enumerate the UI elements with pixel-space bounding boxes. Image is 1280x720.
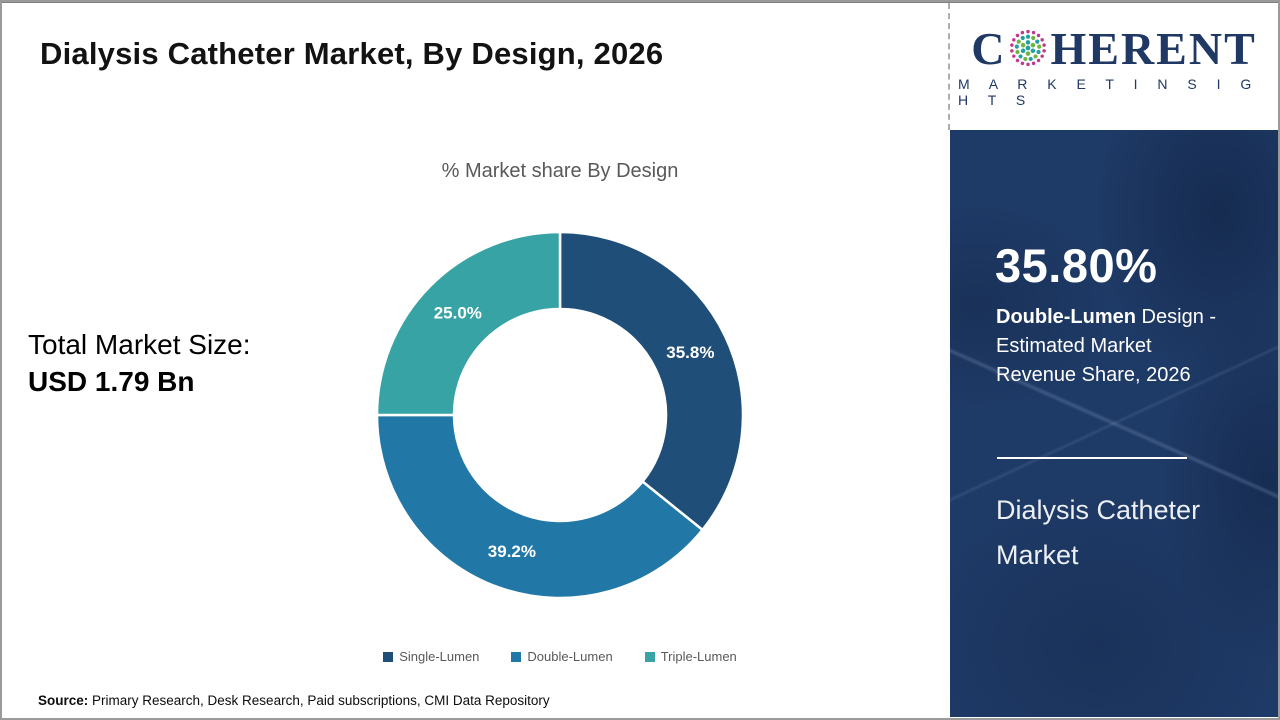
- source-text: Primary Research, Desk Research, Paid su…: [88, 693, 550, 708]
- coherent-logo-wordmark: C HERENT: [971, 22, 1257, 74]
- total-market-size-label: Total Market Size:: [28, 329, 251, 360]
- sidebar-stat-description: Double-Lumen Design - Estimated Market R…: [996, 303, 1216, 390]
- donut-data-label: 35.8%: [666, 343, 714, 362]
- page-title: Dialysis Catheter Market, By Design, 202…: [40, 36, 664, 71]
- stat-desc-line1-rest: Design -: [1136, 306, 1217, 328]
- stat-desc-line3: Revenue Share, 2026: [996, 364, 1191, 386]
- legend-item-single-lumen: Single-Lumen: [383, 649, 479, 664]
- donut-slice-double-lumen: [375, 413, 705, 600]
- legend-swatch-icon: [644, 651, 655, 662]
- donut-slice-single-lumen: [558, 230, 745, 532]
- chart-title: % Market share By Design: [441, 160, 679, 182]
- legend-label: Double-Lumen: [527, 649, 613, 664]
- sidebar-stat-value: 35.80%: [995, 239, 1158, 292]
- market-name-line2: Market: [996, 540, 1079, 570]
- donut-slice-triple-lumen: [375, 230, 562, 417]
- donut-data-label: 39.2%: [488, 542, 536, 561]
- coherent-globe-icon: [1010, 29, 1047, 66]
- legend-item-triple-lumen: Triple-Lumen: [644, 649, 737, 664]
- market-name-line1: Dialysis Catheter: [996, 495, 1201, 525]
- total-market-size-block: Total Market Size: USD 1.79 Bn: [28, 326, 251, 400]
- stat-desc-segment-bold: Double-Lumen: [996, 306, 1136, 328]
- logo-word-rest: HERENT: [1050, 22, 1257, 74]
- total-market-size-value: USD 1.79 Bn: [28, 366, 195, 397]
- legend-label: Triple-Lumen: [660, 649, 737, 664]
- coherent-logo-subtitle: M A R K E T I N S I G H T S: [958, 75, 1260, 108]
- source-label: Source:: [38, 693, 89, 708]
- source-line: Source: Primary Research, Desk Research,…: [38, 693, 550, 708]
- legend-label: Single-Lumen: [399, 649, 480, 664]
- coherent-logo: C HERENT M A R K E T I N S I G H T S: [948, 3, 1278, 130]
- donut-data-label: 25.0%: [434, 303, 482, 322]
- donut-chart-svg: 35.8% 39.2% 25.0%: [375, 230, 745, 600]
- legend-swatch-icon: [383, 651, 394, 662]
- legend-swatch-icon: [511, 651, 522, 662]
- sidebar-divider: [997, 457, 1187, 459]
- logo-letter-c: C: [971, 22, 1007, 74]
- donut-chart: 35.8% 39.2% 25.0%: [370, 225, 750, 605]
- legend-item-double-lumen: Double-Lumen: [511, 649, 613, 664]
- stat-desc-line2: Estimated Market: [996, 335, 1152, 357]
- sidebar: 35.80% Double-Lumen Design - Estimated M…: [950, 130, 1278, 717]
- sidebar-market-name: Dialysis Catheter Market: [996, 488, 1200, 578]
- chart-legend: Single-Lumen Double-Lumen Triple-Lumen: [330, 649, 790, 664]
